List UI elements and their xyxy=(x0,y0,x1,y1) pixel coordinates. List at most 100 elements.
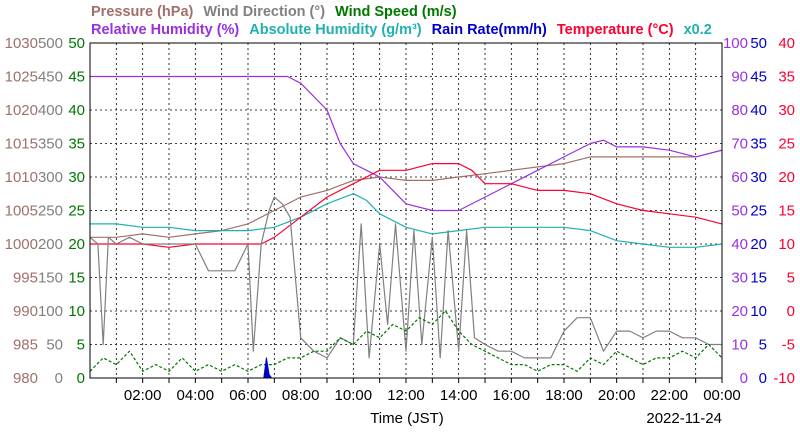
right-tick-label-humidity: 70 xyxy=(731,136,748,153)
series-line-pressure-0 xyxy=(90,149,723,238)
x-tick-label: 10:00 xyxy=(335,387,373,404)
right-tick-label-temperature: 15 xyxy=(778,203,795,220)
series-line-wind_direction-4 xyxy=(89,196,722,359)
right-tick-label-humidity: 0 xyxy=(740,370,748,387)
right-tick-label-rain_rate: 40 xyxy=(750,102,767,119)
x-tick-label: 22:00 xyxy=(651,387,689,404)
series-line-temperature-3 xyxy=(90,163,723,248)
left-tick-label-wind_direction: 150 xyxy=(38,270,63,287)
left-tick-label-wind_speed: 20 xyxy=(68,236,85,253)
left-tick-label-wind_direction: 400 xyxy=(38,102,63,119)
left-tick-label-wind_speed: 35 xyxy=(68,136,85,153)
x-tick-label: 02:00 xyxy=(124,387,162,404)
right-tick-label-humidity: 10 xyxy=(731,337,748,354)
legend-item: Rain Rate(mm/h) xyxy=(432,22,547,38)
series-line-humidity-2 xyxy=(90,193,723,248)
x-tick-label: 14:00 xyxy=(440,387,478,404)
legend: Pressure (hPa) Wind Direction (°) Wind Spe… xyxy=(91,4,712,38)
left-tick-label-wind_speed: 5 xyxy=(77,337,85,354)
right-tick-label-rain_rate: 15 xyxy=(750,270,767,287)
left-tick-label-wind_direction: 500 xyxy=(38,35,63,52)
right-tick-label-humidity: 60 xyxy=(731,169,748,186)
series-line-rain_rate-6 xyxy=(263,357,273,379)
right-tick-label-temperature: 5 xyxy=(787,270,795,287)
right-tick-label-rain_rate: 10 xyxy=(750,303,767,320)
x-axis-label: Time (JST) xyxy=(370,410,444,427)
right-tick-label-humidity: 50 xyxy=(731,203,748,220)
legend-item: Pressure (hPa) xyxy=(91,4,194,20)
right-tick-label-temperature: -10 xyxy=(773,370,795,387)
right-tick-label-temperature: 35 xyxy=(778,69,795,86)
left-tick-label-pressure: 995 xyxy=(13,270,38,287)
legend-item: Wind Direction (°) xyxy=(203,4,325,20)
left-tick-label-wind_speed: 10 xyxy=(68,303,85,320)
series-line-wind_speed-5 xyxy=(89,310,723,372)
legend-item: Wind Speed (m/s) xyxy=(335,4,457,20)
left-tick-label-wind_direction: 50 xyxy=(46,337,63,354)
series-line-humidity-1 xyxy=(90,75,723,212)
left-tick-label-wind_direction: 350 xyxy=(38,136,63,153)
x-tick-label: 00:00 xyxy=(703,387,741,404)
left-axes: 9809859909951000100510101015102010251030… xyxy=(5,35,85,387)
right-tick-label-rain_rate: 25 xyxy=(750,203,767,220)
date-label: 2022-11-24 xyxy=(646,410,722,427)
right-tick-label-humidity: 100 xyxy=(723,35,748,52)
right-tick-label-humidity: 80 xyxy=(731,102,748,119)
left-tick-label-wind_speed: 15 xyxy=(68,270,85,287)
left-tick-label-wind_direction: 200 xyxy=(38,236,63,253)
x-tick-label: 20:00 xyxy=(598,387,636,404)
left-tick-label-pressure: 985 xyxy=(13,337,38,354)
legend-item: Temperature (°C) xyxy=(557,22,674,38)
legend-item: Absolute Humidity (g/m³) xyxy=(249,22,422,38)
right-tick-label-temperature: 30 xyxy=(778,102,795,119)
left-tick-label-wind_speed: 30 xyxy=(68,169,85,186)
left-tick-label-wind_speed: 40 xyxy=(68,102,85,119)
right-tick-label-rain_rate: 0 xyxy=(759,370,767,387)
left-tick-label-wind_direction: 300 xyxy=(38,169,63,186)
right-tick-label-rain_rate: 35 xyxy=(750,136,767,153)
left-tick-label-wind_speed: 50 xyxy=(68,35,85,52)
right-tick-label-rain_rate: 30 xyxy=(750,169,767,186)
left-tick-label-wind_speed: 45 xyxy=(68,69,85,86)
legend-item: x0.2 xyxy=(684,22,712,38)
right-tick-label-temperature: 10 xyxy=(778,236,795,253)
left-tick-label-wind_speed: 25 xyxy=(68,203,85,220)
right-tick-label-rain_rate: 20 xyxy=(750,236,767,253)
right-tick-label-rain_rate: 50 xyxy=(750,35,767,52)
series-group xyxy=(89,75,723,379)
left-tick-label-wind_speed: 0 xyxy=(77,370,85,387)
left-tick-label-pressure: 1000 xyxy=(5,236,38,253)
x-tick-label: 18:00 xyxy=(545,387,583,404)
left-tick-label-pressure: 1025 xyxy=(5,69,38,86)
left-tick-label-pressure: 1020 xyxy=(5,102,38,119)
right-tick-label-humidity: 30 xyxy=(731,270,748,287)
left-tick-label-pressure: 980 xyxy=(13,370,38,387)
right-tick-label-temperature: 0 xyxy=(787,303,795,320)
right-tick-label-temperature: -5 xyxy=(782,337,795,354)
right-tick-label-humidity: 90 xyxy=(731,69,748,86)
right-axes: 0102030405060708090100051015202530354045… xyxy=(723,35,795,387)
left-tick-label-wind_direction: 100 xyxy=(38,303,63,320)
right-tick-label-temperature: 25 xyxy=(778,136,795,153)
right-tick-label-humidity: 20 xyxy=(731,303,748,320)
right-tick-label-temperature: 20 xyxy=(778,169,795,186)
legend-item: Relative Humidity (%) xyxy=(91,22,239,38)
x-tick-label: 06:00 xyxy=(229,387,267,404)
x-axis: 02:00 04:00 06:00 08:00 10:00 12:00 14:00 16:00… xyxy=(115,378,741,404)
left-tick-label-wind_direction: 0 xyxy=(55,370,63,387)
x-tick-label: 12:00 xyxy=(387,387,425,404)
x-tick-label: 08:00 xyxy=(282,387,320,404)
right-tick-label-rain_rate: 45 xyxy=(750,69,767,86)
right-tick-label-temperature: 40 xyxy=(778,35,795,52)
right-tick-label-rain_rate: 5 xyxy=(759,337,767,354)
left-tick-label-pressure: 990 xyxy=(13,303,38,320)
left-tick-label-pressure: 1005 xyxy=(5,203,38,220)
left-tick-label-pressure: 1010 xyxy=(5,169,38,186)
right-tick-label-humidity: 40 xyxy=(731,236,748,253)
left-tick-label-wind_direction: 450 xyxy=(38,69,63,86)
left-tick-label-pressure: 1015 xyxy=(5,136,38,153)
x-tick-label: 04:00 xyxy=(177,387,215,404)
left-tick-label-wind_direction: 250 xyxy=(38,203,63,220)
